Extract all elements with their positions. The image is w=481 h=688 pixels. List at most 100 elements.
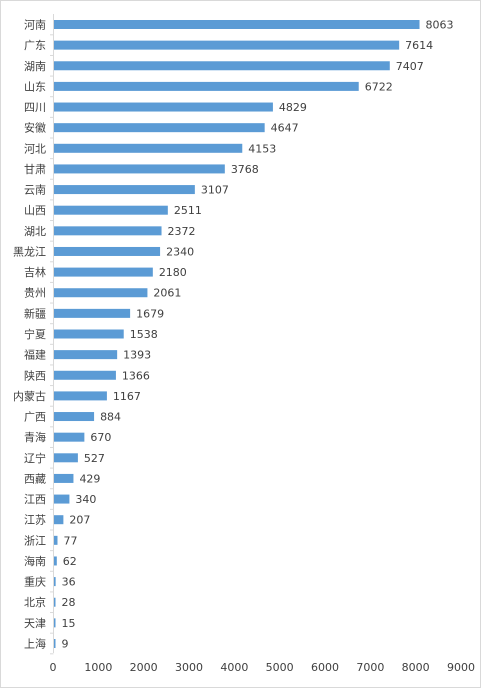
x-tick-label: 3000 — [175, 661, 203, 674]
bar — [54, 61, 390, 71]
bar — [54, 494, 70, 504]
bar — [54, 535, 58, 545]
data-label: 429 — [79, 472, 100, 485]
bar — [54, 308, 131, 318]
bar — [54, 350, 118, 360]
data-label: 1679 — [136, 307, 164, 320]
category-label: 浙江 — [24, 534, 46, 547]
bar — [54, 40, 400, 50]
x-tick-label: 1000 — [84, 661, 112, 674]
data-label: 7614 — [405, 39, 433, 52]
category-label: 河南 — [24, 19, 46, 32]
bar — [54, 370, 116, 380]
data-label: 670 — [90, 431, 111, 444]
data-label: 8063 — [426, 19, 454, 32]
category-label: 湖南 — [24, 60, 46, 73]
bar — [54, 288, 148, 298]
data-label: 2061 — [153, 287, 181, 300]
data-label: 4829 — [279, 101, 307, 114]
x-tick-label: 5000 — [266, 661, 294, 674]
bar — [54, 639, 56, 648]
bar — [54, 143, 243, 153]
category-label: 福建 — [24, 348, 46, 362]
bar — [54, 329, 124, 339]
category-label: 内蒙古 — [13, 389, 46, 403]
bar — [54, 164, 225, 174]
data-label: 7407 — [396, 60, 424, 73]
bar — [54, 102, 273, 112]
data-label: 9 — [62, 638, 69, 651]
data-label: 884 — [100, 411, 121, 424]
bar — [54, 123, 265, 133]
data-label: 4153 — [248, 142, 276, 155]
data-label: 2180 — [159, 266, 187, 279]
data-label: 62 — [63, 555, 77, 568]
category-label: 安徽 — [24, 121, 46, 135]
bar — [54, 453, 78, 463]
category-label: 河北 — [24, 142, 46, 155]
bar — [54, 391, 107, 401]
data-label: 6722 — [365, 80, 393, 93]
data-label: 2372 — [168, 225, 196, 238]
bar — [54, 618, 56, 628]
category-label: 海南 — [24, 554, 46, 568]
data-label: 340 — [75, 493, 96, 506]
category-label: 四川 — [24, 101, 46, 114]
data-label: 2340 — [166, 245, 194, 258]
category-label: 江苏 — [24, 514, 46, 527]
x-tick-label: 6000 — [311, 661, 339, 674]
data-label: 15 — [62, 617, 76, 630]
bar — [54, 81, 359, 91]
x-tick-label: 8000 — [402, 661, 430, 674]
x-tick-label: 0 — [50, 661, 57, 674]
data-label: 3107 — [201, 184, 229, 197]
data-label: 3768 — [231, 163, 259, 176]
bar — [54, 205, 168, 215]
bar — [54, 515, 64, 525]
category-label: 黑龙江 — [13, 245, 46, 258]
category-label: 西藏 — [24, 472, 46, 485]
bar — [54, 185, 195, 195]
data-label: 2511 — [174, 204, 202, 217]
data-label: 28 — [62, 596, 76, 609]
data-label: 1167 — [113, 390, 141, 403]
category-label: 甘肃 — [24, 163, 46, 176]
category-label: 重庆 — [24, 575, 46, 589]
x-tick-label: 9000 — [447, 661, 475, 674]
category-label: 北京 — [24, 595, 46, 609]
bar — [54, 432, 85, 442]
category-label: 湖北 — [24, 225, 46, 238]
category-label: 辽宁 — [24, 451, 46, 465]
category-label: 吉林 — [24, 265, 46, 279]
category-label: 山西 — [24, 204, 46, 217]
data-label: 527 — [84, 452, 105, 465]
data-label: 1538 — [130, 328, 158, 341]
category-label: 云南 — [24, 184, 46, 197]
bar — [54, 412, 95, 422]
bar — [54, 473, 74, 483]
bar — [54, 246, 161, 256]
category-label: 江西 — [24, 493, 46, 506]
category-label: 宁夏 — [24, 327, 46, 341]
category-label: 山东 — [24, 80, 46, 93]
data-label: 4647 — [271, 122, 299, 135]
category-label: 上海 — [24, 637, 46, 651]
x-tick-label: 4000 — [220, 661, 248, 674]
bar — [54, 556, 57, 566]
category-label: 天津 — [24, 617, 46, 630]
category-label: 广东 — [24, 39, 46, 52]
x-tick-label: 2000 — [130, 661, 158, 674]
category-label: 广西 — [24, 411, 46, 424]
category-label: 贵州 — [24, 287, 46, 300]
category-label: 青海 — [24, 430, 46, 444]
x-tick-label: 7000 — [356, 661, 384, 674]
bar — [54, 226, 162, 236]
category-label: 新疆 — [24, 306, 46, 320]
data-label: 1366 — [122, 369, 150, 382]
data-label: 207 — [69, 514, 90, 527]
bar — [54, 577, 56, 587]
data-label: 1393 — [123, 349, 151, 362]
bar — [54, 20, 420, 29]
bar — [54, 597, 56, 607]
